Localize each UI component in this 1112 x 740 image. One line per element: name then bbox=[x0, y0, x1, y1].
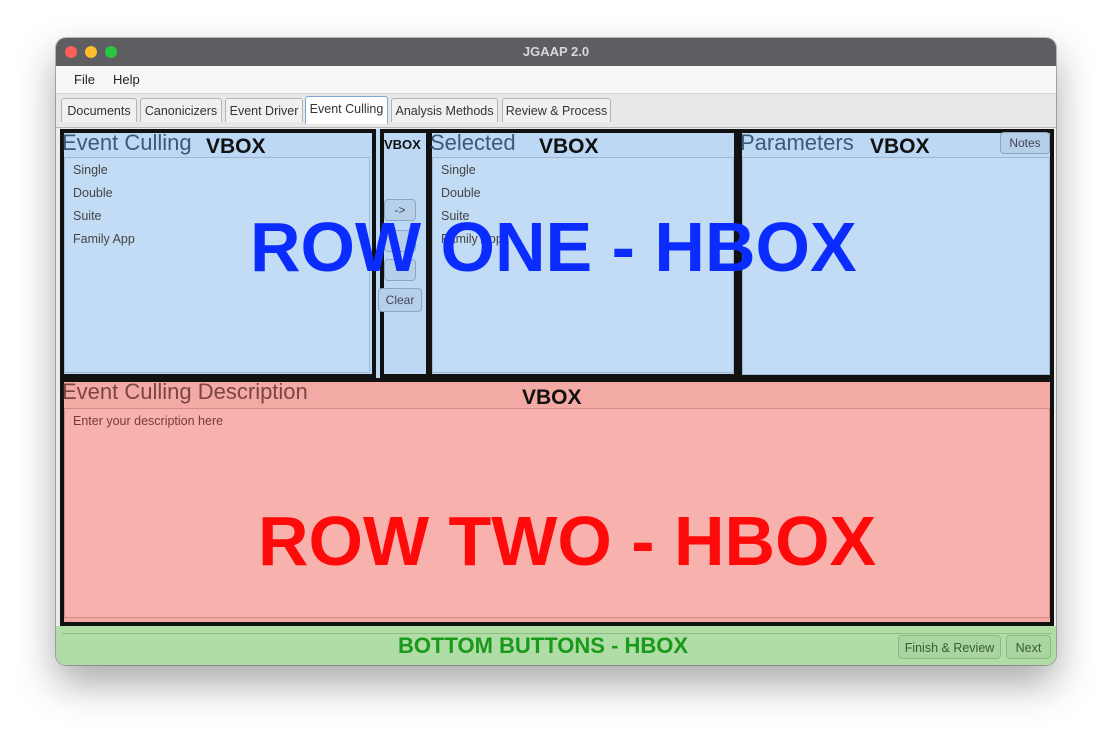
selected-title: Selected bbox=[430, 130, 516, 155]
parameters-panel bbox=[742, 157, 1050, 375]
list-item[interactable]: Single bbox=[441, 163, 476, 177]
tab-review-process[interactable]: Review & Process bbox=[502, 98, 611, 122]
list-item[interactable]: Single bbox=[73, 163, 108, 177]
app-window: JGAAP 2.0 File Help Documents Canonicize… bbox=[56, 38, 1056, 665]
parameters-vbox-label: VBOX bbox=[870, 135, 930, 158]
bottom-overlay-label: BOTTOM BUTTONS - HBOX bbox=[398, 633, 689, 658]
list-item[interactable]: Family App bbox=[441, 232, 503, 246]
row-two-overlay-label: ROW TWO - HBOX bbox=[258, 502, 877, 580]
buttons-vbox-label: VBOX bbox=[384, 137, 421, 152]
notes-button[interactable]: Notes bbox=[1000, 132, 1050, 154]
menu-file[interactable]: File bbox=[74, 72, 95, 87]
buttons-vbox: VBOX -> Clear bbox=[378, 129, 430, 378]
list-item[interactable]: Double bbox=[441, 186, 481, 200]
list-item[interactable]: Suite bbox=[73, 209, 102, 223]
description-vbox: Event Culling Description VBOX Enter you… bbox=[60, 378, 1054, 626]
tab-event-culling[interactable]: Event Culling bbox=[305, 96, 388, 124]
window-title: JGAAP 2.0 bbox=[522, 44, 590, 59]
event-culling-vbox: Event Culling VBOX Single Double Suite F… bbox=[60, 129, 376, 378]
add-button[interactable]: -> bbox=[384, 199, 416, 221]
next-button[interactable]: Next bbox=[1006, 635, 1051, 659]
event-culling-vbox-label: VBOX bbox=[206, 135, 266, 158]
title-bar: JGAAP 2.0 bbox=[56, 38, 1056, 66]
row-two-panel: Event Culling Description VBOX Enter you… bbox=[60, 378, 1054, 626]
zoom-window-button[interactable] bbox=[105, 46, 117, 58]
menu-bar: File Help bbox=[56, 66, 1056, 94]
description-textarea[interactable]: Enter your description here bbox=[64, 408, 1050, 618]
finish-review-button[interactable]: Finish & Review bbox=[898, 635, 1001, 659]
list-item[interactable]: Double bbox=[73, 186, 113, 200]
event-culling-title: Event Culling bbox=[62, 130, 192, 155]
parameters-title: Parameters bbox=[740, 130, 854, 155]
selected-vbox-label: VBOX bbox=[539, 135, 599, 158]
list-item[interactable]: Family App bbox=[73, 232, 135, 246]
close-window-button[interactable] bbox=[65, 46, 77, 58]
event-culling-list[interactable]: Single Double Suite Family App bbox=[64, 157, 370, 373]
menu-help[interactable]: Help bbox=[113, 72, 140, 87]
divider bbox=[62, 633, 1052, 634]
list-item[interactable]: Suite bbox=[441, 209, 470, 223]
parameters-vbox: Parameters VBOX Notes bbox=[738, 129, 1054, 378]
selected-list[interactable]: Single Double Suite Family App bbox=[432, 157, 734, 373]
minimize-window-button[interactable] bbox=[85, 46, 97, 58]
tab-event-driver[interactable]: Event Driver bbox=[225, 98, 303, 122]
tab-canonicizers[interactable]: Canonicizers bbox=[140, 98, 222, 122]
remove-all-button[interactable] bbox=[384, 259, 416, 281]
description-title: Event Culling Description bbox=[62, 379, 308, 404]
selected-vbox: Selected VBOX Single Double Suite Family… bbox=[428, 129, 738, 378]
tab-bar: Documents Canonicizers Event Driver Even… bbox=[56, 94, 1056, 128]
bottom-buttons-panel: BOTTOM BUTTONS - HBOX Finish & Review Ne… bbox=[56, 626, 1056, 665]
row-one-panel: Event Culling VBOX Single Double Suite F… bbox=[60, 129, 1054, 378]
row-one-overlay-label: ROW ONE - HBOX bbox=[250, 208, 857, 286]
remove-button[interactable] bbox=[384, 230, 416, 252]
clear-button[interactable]: Clear bbox=[378, 288, 422, 312]
description-placeholder: Enter your description here bbox=[73, 414, 224, 428]
tab-analysis-methods[interactable]: Analysis Methods bbox=[391, 98, 498, 122]
tab-documents[interactable]: Documents bbox=[61, 98, 137, 122]
description-vbox-label: VBOX bbox=[522, 386, 582, 409]
